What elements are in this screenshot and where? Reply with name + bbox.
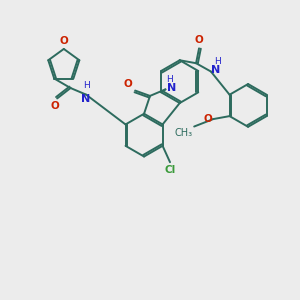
Text: H: H [214, 57, 221, 66]
Text: Cl: Cl [164, 165, 175, 175]
Text: O: O [123, 79, 132, 89]
Text: O: O [59, 36, 68, 46]
Text: N: N [211, 65, 220, 75]
Text: O: O [50, 101, 59, 111]
Text: N: N [167, 83, 176, 93]
Text: CH₃: CH₃ [174, 128, 192, 138]
Text: O: O [195, 35, 203, 45]
Text: O: O [203, 114, 212, 124]
Text: H: H [83, 81, 90, 90]
Text: N: N [81, 94, 91, 104]
Text: H: H [166, 75, 173, 84]
